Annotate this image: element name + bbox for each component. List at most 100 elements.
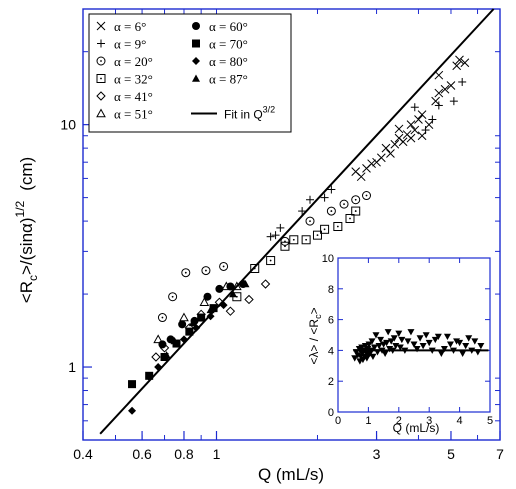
- inset-data-point: [407, 329, 415, 336]
- legend-marker-circle-dot: [96, 56, 106, 66]
- data-point-plus: [410, 103, 419, 112]
- data-point-circle-dot: [280, 236, 290, 246]
- data-point-circle-dot: [201, 266, 211, 276]
- data-point-diamond-open: [244, 294, 254, 305]
- data-point-x: [356, 172, 366, 182]
- data-point-triangle-filled: [241, 280, 250, 288]
- inset-data-point: [365, 341, 373, 348]
- data-point-diamond-open: [260, 279, 271, 289]
- inset-data-point: [368, 338, 376, 345]
- data-point-plus: [271, 231, 280, 240]
- inset-data-point: [369, 353, 377, 361]
- data-point-circle-dot: [157, 313, 167, 323]
- data-point-x: [460, 58, 470, 68]
- data-point-x: [367, 159, 376, 169]
- inset-data-point: [431, 336, 439, 344]
- data-point-diamond-open: [214, 297, 225, 307]
- legend-marker-plus: [97, 39, 105, 48]
- data-point-circle-filled: [178, 320, 187, 329]
- data-point-diamond-filled: [219, 301, 228, 310]
- data-point-triangle-open: [199, 297, 210, 306]
- y-tick-label: 1: [68, 359, 76, 375]
- data-point-x: [394, 124, 404, 134]
- data-point-square-dot: [301, 235, 311, 245]
- data-point-square-dot: [320, 224, 330, 234]
- data-point-x: [446, 81, 456, 90]
- data-point-square-dot: [351, 206, 361, 216]
- inset-data-point: [404, 338, 412, 345]
- inset-data-point: [425, 339, 433, 347]
- legend-entry-label: α = 70°: [209, 37, 248, 52]
- inset-y-tick-label: 0: [328, 407, 334, 419]
- data-point-plus: [428, 115, 437, 124]
- data-point-triangle-filled: [170, 337, 179, 345]
- inset-x-tick-label: 4: [457, 415, 463, 427]
- legend-entry-label: α = 9°: [114, 37, 146, 52]
- data-point-plus: [298, 207, 307, 216]
- inset-data-point: [422, 332, 430, 339]
- x-tick-label: 1: [213, 446, 221, 462]
- data-point-square-filled: [128, 380, 137, 389]
- data-point-x: [390, 139, 400, 149]
- legend-entry-label: α = 51°: [114, 107, 153, 122]
- data-point-triangle-filled: [188, 318, 197, 327]
- data-point-plus: [327, 185, 336, 194]
- legend-entry-label: α = 6°: [114, 19, 146, 34]
- inset-data-point: [440, 346, 448, 353]
- data-point-plus: [449, 97, 458, 106]
- data-point-square-dot: [333, 222, 343, 232]
- inset-data-point: [377, 336, 385, 344]
- data-point-triangle-filled: [229, 290, 238, 298]
- data-point-x: [406, 120, 416, 130]
- data-point-square-filled: [185, 327, 194, 336]
- data-point-diamond-open: [225, 306, 236, 316]
- x-axis-label: Q (mL/s): [258, 465, 324, 484]
- data-point-circle-dot: [219, 261, 229, 271]
- data-point-x: [424, 120, 434, 130]
- x-tick-label: 0.6: [132, 446, 152, 462]
- data-point-square-dot: [289, 235, 299, 245]
- legend-box: [88, 13, 292, 133]
- legend-marker-diamond-filled: [192, 57, 200, 65]
- data-point-diamond-filled: [128, 406, 137, 415]
- inset-data-point: [419, 342, 427, 350]
- inset-background: [338, 258, 490, 412]
- data-point-plus: [434, 101, 443, 110]
- inset-data-point: [383, 339, 391, 347]
- inset-x-tick-label: 0: [335, 415, 341, 427]
- inset-ticks: 0 1 2 3 4 5 0 2 4 6 8 10: [322, 253, 493, 427]
- data-point-circle-dot: [362, 191, 372, 201]
- inset-data-point: [395, 330, 403, 337]
- inset-data-point: [410, 341, 418, 348]
- inset-x-axis-label: Q (mL/s): [393, 421, 440, 435]
- inset-data-point: [387, 338, 395, 345]
- y-axis-label: <Rc>/(sinα)1/2(cm): [13, 157, 40, 303]
- data-point-plus: [458, 77, 467, 86]
- data-point-circle-filled: [158, 340, 167, 349]
- legend-entry-label: Fit in Q3/2: [224, 105, 275, 122]
- data-point-circle-filled: [215, 284, 224, 293]
- data-point-triangle-open: [179, 312, 189, 322]
- x-tick-label: 7: [496, 446, 504, 462]
- legend-entry-label: α = 41°: [114, 89, 153, 104]
- x-tick-label: 0.8: [174, 446, 194, 462]
- data-point-circle-filled: [226, 282, 235, 291]
- data-point-x: [398, 137, 408, 147]
- inset-frame: [337, 257, 491, 413]
- data-point-square-dot: [312, 230, 322, 240]
- x-tick-label: 5: [447, 446, 455, 462]
- inset-data-point: [462, 342, 470, 350]
- main-plot-frame: [82, 8, 501, 441]
- inset-data-point: [446, 341, 454, 348]
- data-point-circle-dot: [305, 216, 315, 226]
- data-point-plus: [276, 223, 285, 232]
- data-point-x: [376, 153, 386, 163]
- legend-marker-x: [96, 21, 106, 31]
- data-point-diamond-filled: [206, 312, 215, 321]
- legend-entry-label: α = 32°: [114, 72, 153, 87]
- data-point-triangle-open: [232, 281, 242, 291]
- data-point-x: [410, 125, 420, 135]
- inset-x-tick-label: 1: [365, 415, 371, 427]
- inset-x-tick-label: 3: [426, 415, 432, 427]
